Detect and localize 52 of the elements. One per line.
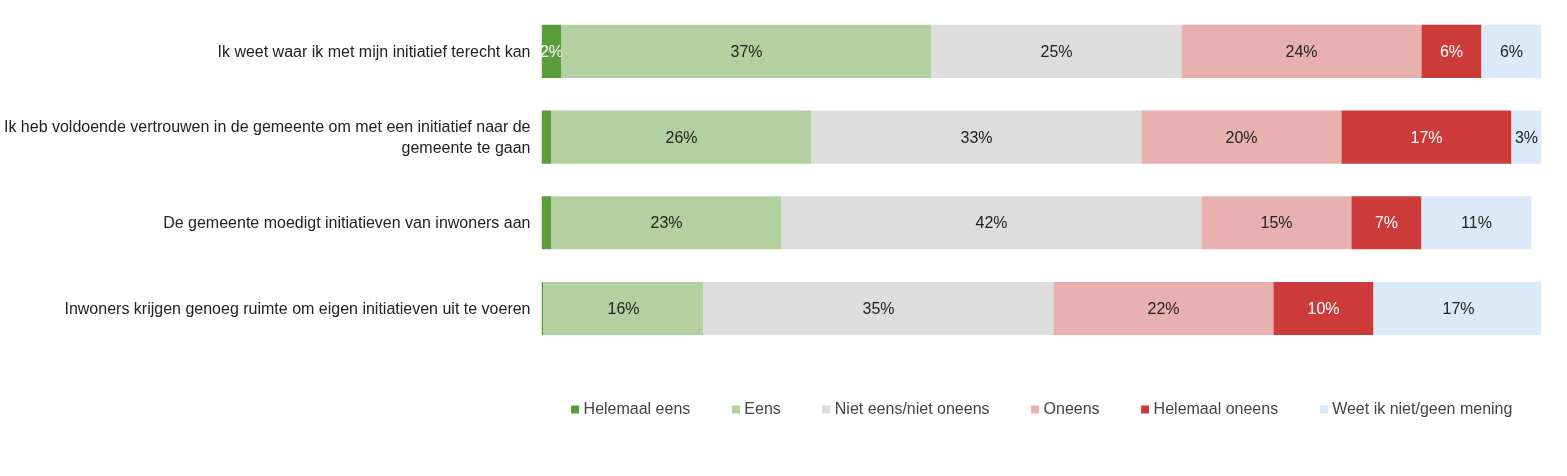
data-label: 17%: [1442, 300, 1475, 317]
data-label: 11%: [1461, 214, 1492, 232]
legend-label: Eens: [744, 400, 781, 418]
data-label: 35%: [862, 300, 895, 317]
data-label: 6%: [1499, 42, 1524, 60]
bar: [1201, 196, 1352, 250]
bar: [561, 24, 932, 78]
bar: [811, 110, 1142, 164]
data-label: 33%: [960, 128, 993, 146]
bar: [1373, 281, 1542, 336]
data-label: 26%: [665, 128, 698, 146]
bar: [1181, 24, 1422, 78]
bar: [1053, 281, 1274, 336]
bar: [551, 196, 782, 250]
bar: [1421, 196, 1532, 250]
bar: [1481, 24, 1542, 78]
y-tick-label: Ik heb voldoende vertrouwen in de gemeente om met een initiatief naar de gemeente te gaan: [3, 118, 531, 156]
legend-label: Helemaal eens: [583, 400, 691, 418]
bar: [541, 196, 552, 250]
bar: [1421, 24, 1482, 78]
bar: [1141, 110, 1342, 164]
bar: [541, 281, 544, 336]
bar: [541, 110, 552, 164]
bar: [1351, 196, 1422, 250]
data-label: 7%: [1374, 214, 1399, 232]
data-label: 16%: [607, 300, 640, 317]
data-label: 25%: [1040, 42, 1073, 60]
data-label: 6%: [1439, 42, 1464, 60]
data-label: 37%: [730, 42, 763, 60]
data-label: 23%: [650, 214, 683, 232]
bar: [1341, 110, 1512, 164]
data-label: 42%: [975, 214, 1008, 232]
data-label: 15%: [1260, 214, 1293, 232]
y-tick-label: De gemeente moedigt initiatieven van inwoners aan: [163, 214, 531, 232]
legend-label: Niet eens/niet oneens: [834, 400, 990, 418]
data-label: 22%: [1147, 300, 1180, 317]
bar: [781, 196, 1202, 250]
bar: [551, 110, 812, 164]
data-label: 17%: [1410, 128, 1443, 146]
bar: [931, 24, 1182, 78]
data-label: 20%: [1225, 128, 1258, 146]
y-tick-label: Inwoners krijgen genoeg ruimte om eigen initiatieven uit te voeren: [64, 300, 531, 317]
legend-label: Helemaal oneens: [1153, 400, 1279, 418]
data-label: 10%: [1307, 300, 1340, 317]
y-tick-label: Ik weet waar ik met mijn initiatief terecht kan: [217, 42, 531, 60]
legend-label: Weet ik niet/geen mening: [1332, 400, 1513, 418]
bar: [543, 281, 704, 336]
data-label: 24%: [1285, 42, 1318, 60]
data-label: 3%: [1514, 128, 1539, 146]
legend-label: Oneens: [1043, 400, 1100, 418]
bar: [703, 281, 1054, 336]
bar: [1273, 281, 1374, 336]
